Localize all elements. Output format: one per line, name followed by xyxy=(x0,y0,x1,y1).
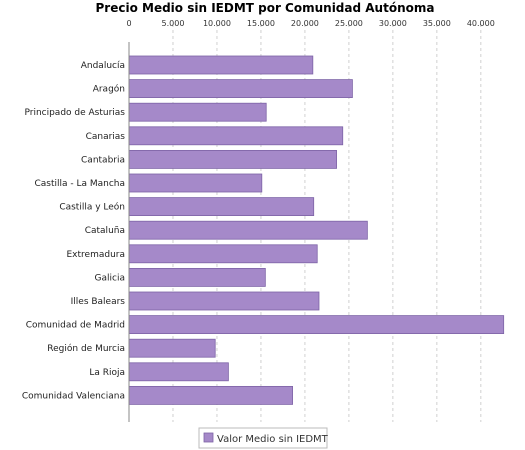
bar xyxy=(128,315,505,335)
category-label: Región de Murcia xyxy=(47,343,125,354)
bar xyxy=(128,173,263,193)
category-label: La Rioja xyxy=(89,368,125,378)
category-label: Galicia xyxy=(95,273,125,283)
chart-title: Precio Medio sin IEDMT por Comunidad Aut… xyxy=(96,1,435,15)
bar xyxy=(128,197,315,217)
x-tick-label: 10.000 xyxy=(203,19,231,28)
bars xyxy=(128,55,505,405)
bar xyxy=(128,338,216,358)
x-tick-label: 5.000 xyxy=(162,19,185,28)
x-tick-label: 30.000 xyxy=(379,19,407,28)
x-tick-label: 20.000 xyxy=(291,19,319,28)
legend: Valor Medio sin IEDMT xyxy=(198,427,329,449)
bar xyxy=(128,362,229,382)
bar xyxy=(128,291,320,311)
x-tick-label: 25.000 xyxy=(335,19,363,28)
category-label: Cantabria xyxy=(81,155,125,165)
bar xyxy=(128,149,337,169)
category-label: Andalucía xyxy=(81,61,125,71)
category-label: Principado de Asturias xyxy=(24,108,125,118)
x-tick-label: 15.000 xyxy=(247,19,275,28)
category-labels: Andalucía Aragón Principado de Asturias Can… xyxy=(22,61,125,401)
x-tick-label: 40.000 xyxy=(467,19,495,28)
legend-swatch xyxy=(203,432,214,443)
bar xyxy=(128,385,293,405)
bar xyxy=(128,55,314,75)
category-label: Comunidad de Madrid xyxy=(26,321,125,331)
x-axis-ticks: 0 5.000 10.000 15.000 20.000 25.000 30.000 35.0… xyxy=(126,19,494,28)
category-label: Illes Balears xyxy=(71,297,126,307)
x-tick-label: 0 xyxy=(126,19,131,28)
bar xyxy=(128,267,266,287)
category-label: Castilla - La Mancha xyxy=(34,179,125,189)
category-label: Comunidad Valenciana xyxy=(22,391,125,401)
category-label: Castilla y León xyxy=(59,202,125,213)
category-label: Aragón xyxy=(93,84,125,95)
category-label: Canarias xyxy=(86,132,126,142)
legend-label: Valor Medio sin IEDMT xyxy=(217,434,329,445)
bar xyxy=(128,244,318,264)
legend-box xyxy=(198,427,328,449)
x-tick-label: 35.000 xyxy=(423,19,451,28)
bar xyxy=(128,79,353,98)
bar xyxy=(128,102,267,122)
bar xyxy=(128,126,344,146)
category-label: Cataluña xyxy=(85,226,125,236)
bar xyxy=(128,220,368,240)
category-label: Extremadura xyxy=(67,250,126,260)
